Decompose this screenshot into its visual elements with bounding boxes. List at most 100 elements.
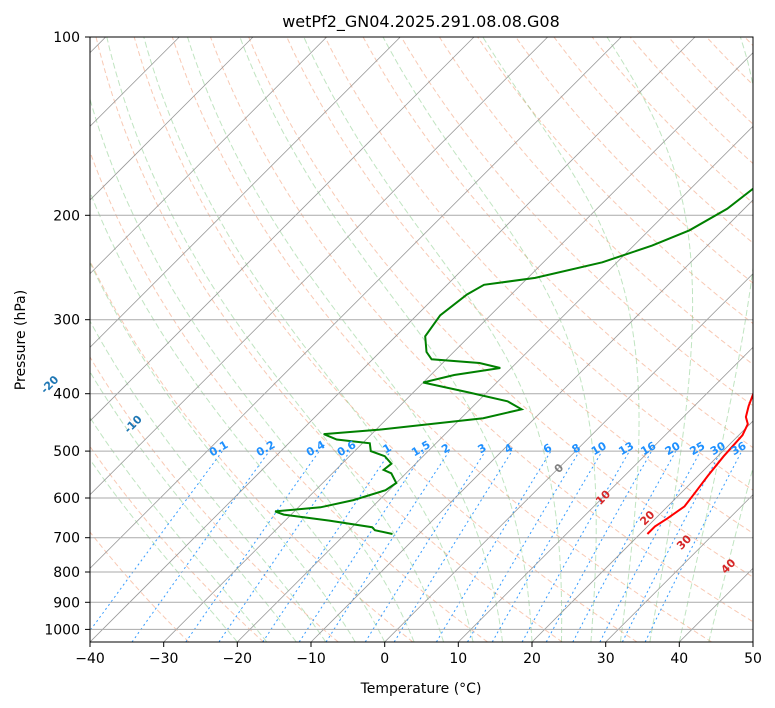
y-tick-label: 500 (53, 444, 80, 460)
moist-adiabat-label: 40 (718, 556, 738, 576)
mixing-ratio-line (599, 450, 701, 642)
isotherm (531, 420, 753, 642)
mixing-ratio-label: 3 (475, 441, 488, 456)
dry-adiabat (90, 259, 414, 642)
moist-adiabat (239, 37, 533, 642)
isotherm (605, 494, 753, 642)
mixing-ratio-line (90, 450, 223, 632)
y-tick-label: 800 (53, 565, 80, 581)
dry-adiabat (400, 37, 753, 407)
moist-adiabat (90, 416, 268, 642)
moist-adiabat-label: 0 (552, 461, 567, 476)
moist-adiabat (90, 97, 415, 642)
dry-adiabat (90, 150, 488, 642)
x-tick-label: 20 (523, 651, 541, 667)
isotherm (310, 199, 753, 642)
x-tick-label: 0 (380, 651, 389, 667)
mixing-ratio-label: 0.2 (254, 438, 277, 459)
dry-adiabat (515, 37, 753, 284)
mixing-ratio-line (491, 450, 603, 642)
moist-adiabat (90, 320, 327, 642)
mixing-ratio-label: 1.5 (409, 438, 432, 459)
mixing-ratio-line (298, 450, 425, 642)
mixing-ratio-line (364, 450, 486, 642)
dry-adiabat (248, 37, 753, 578)
x-tick-label: 10 (449, 651, 467, 667)
mixing-ratio-label: 25 (687, 439, 707, 458)
mixing-ratio-line (218, 450, 351, 642)
chart-title: wetPf2_GN04.2025.291.08.08.G08 (282, 12, 560, 32)
y-axis-label: Pressure (hPa) (13, 290, 29, 390)
moist-adiabat (106, 37, 445, 642)
x-axis-label: Temperature (°C) (360, 681, 482, 697)
isotherm (90, 37, 254, 201)
x-tick-label: −10 (296, 651, 326, 667)
mixing-ratio-line (262, 450, 392, 642)
isotherm (163, 52, 753, 642)
moist-adiabat (187, 37, 503, 642)
mixing-ratio-label: 2 (439, 441, 452, 456)
isotherm (90, 37, 622, 569)
moist-adiabat (90, 190, 386, 642)
moist-adiabat (143, 37, 474, 642)
dewpoint-line (274, 187, 753, 535)
y-tick-label: 400 (53, 387, 80, 403)
mixing-ratio-label: 0.1 (207, 438, 230, 459)
isotherm (237, 125, 753, 642)
isotherm (90, 37, 696, 642)
x-tick-label: 30 (597, 651, 615, 667)
dry-adiabat (210, 37, 753, 623)
dry-adiabat (90, 445, 264, 642)
mixing-ratio-line (467, 450, 580, 642)
x-tick-label: −40 (75, 651, 105, 667)
dry-adiabat (324, 37, 753, 491)
mixing-ratio-line (435, 450, 552, 642)
x-tick-label: 50 (744, 651, 762, 667)
y-tick-label: 100 (53, 30, 80, 46)
dry-adiabat (95, 37, 563, 642)
mixing-ratio-label: 1 (381, 441, 394, 456)
y-tick-label: 200 (53, 208, 80, 224)
dry-adiabat (171, 37, 712, 642)
dry-adiabat (90, 356, 339, 642)
isotherm (90, 37, 475, 422)
mixing-ratio-line (393, 450, 513, 642)
mixing-ratio-label: 16 (638, 439, 658, 458)
y-tick-label: 900 (53, 595, 80, 611)
background-lines (90, 37, 753, 642)
dry-adiabat-label: -10 (122, 412, 145, 435)
dry-adiabat (90, 531, 190, 642)
dry-adiabat (133, 37, 638, 642)
mixing-ratio-label: 0.4 (304, 438, 328, 459)
x-tick-label: −30 (149, 651, 179, 667)
mixing-ratio-line (521, 450, 630, 642)
moist-adiabat (90, 261, 356, 642)
isotherm (384, 273, 753, 642)
mixing-ratio-line (185, 450, 320, 642)
moist-adiabat-label: 30 (674, 532, 694, 552)
isotherm (752, 641, 753, 642)
dry-adiabat (706, 37, 753, 86)
y-tick-label: 600 (53, 491, 80, 507)
mixing-ratio-line (621, 450, 722, 642)
y-tick-label: 1000 (44, 622, 80, 638)
plot-frame (89, 36, 754, 643)
y-tick-label: 300 (53, 313, 80, 329)
mixing-ratio-line (644, 450, 743, 642)
mixing-ratio-label: 6 (541, 441, 554, 456)
dry-adiabat (438, 37, 753, 366)
moist-adiabat (382, 37, 597, 642)
temperature-line (646, 391, 753, 535)
mixing-ratio-line (572, 450, 677, 642)
isotherm (679, 567, 753, 642)
moist-adiabat (303, 37, 563, 642)
mixing-ratio-line (545, 450, 653, 642)
moist-adiabat (606, 37, 694, 642)
isotherm (458, 346, 753, 642)
isotherm (90, 37, 401, 348)
dry-adiabat (744, 37, 753, 47)
axis-ticks: −40 −30 −20 −10 0 10 20 30 40 5010020030040050060… (44, 30, 762, 667)
x-tick-label: −20 (223, 651, 253, 667)
profile-lines (274, 187, 753, 535)
